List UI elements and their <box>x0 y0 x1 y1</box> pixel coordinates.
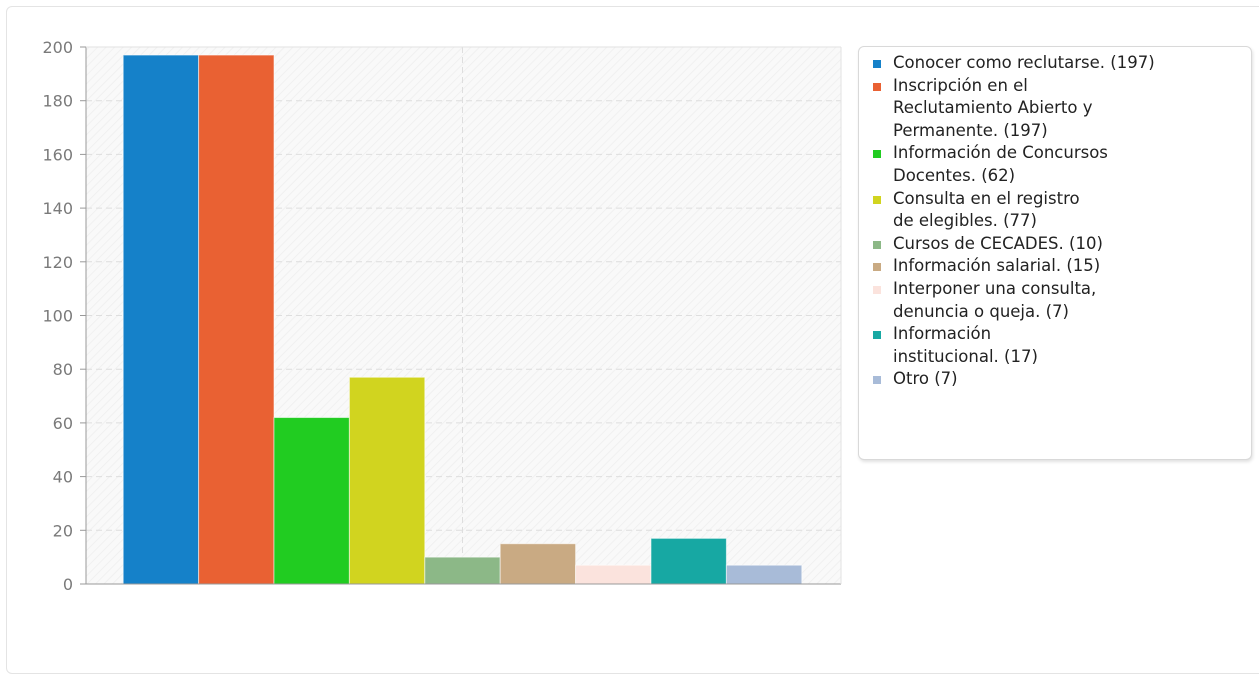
y-tick-label: 160 <box>42 145 73 164</box>
legend-swatch <box>873 263 881 272</box>
legend-swatch <box>873 331 881 340</box>
bar-6[interactable] <box>499 543 577 585</box>
legend-label: Información salarial. (15) <box>893 256 1101 276</box>
legend-swatch <box>873 376 881 385</box>
legend-item[interactable]: Otro (7) <box>871 368 1251 391</box>
y-tick-label: 180 <box>42 92 73 111</box>
legend-item[interactable]: Información de Concursos Docentes. (62) <box>871 142 1251 187</box>
y-tick-label: 120 <box>42 253 73 272</box>
legend-label: Consulta en el registro de elegibles. (7… <box>893 188 1080 231</box>
legend-label: Cursos de CECADES. (10) <box>893 233 1103 253</box>
legend: Conocer como reclutarse. (197) Inscripció… <box>858 46 1252 460</box>
legend-item[interactable]: Inscripción en el Reclutamiento Abierto … <box>871 75 1251 143</box>
legend-label: Inscripción en el Reclutamiento Abierto … <box>893 75 1093 140</box>
legend-label: Conocer como reclutarse. (197) <box>893 53 1155 72</box>
y-tick-label: 80 <box>53 360 73 379</box>
y-tick-label: 20 <box>53 521 73 540</box>
legend-swatch <box>873 150 881 159</box>
bar-2[interactable] <box>198 54 275 585</box>
legend-label: Otro (7) <box>893 369 958 389</box>
legend-label: Interponer una consulta, denuncia o quej… <box>893 278 1097 321</box>
bar-5[interactable] <box>424 556 501 585</box>
y-axis-ticks: 0 20 40 60 80 100 120 140 160 180 200 <box>42 38 86 594</box>
y-tick-label: 200 <box>42 38 73 57</box>
bar-3[interactable] <box>273 417 350 585</box>
legend-item[interactable]: Información institucional. (17) <box>871 323 1251 368</box>
y-tick-label: 60 <box>53 414 73 433</box>
legend-item[interactable]: Conocer como reclutarse. (197) <box>871 52 1251 75</box>
bar-9[interactable] <box>725 564 803 585</box>
legend-swatch <box>873 82 881 91</box>
bars <box>122 54 803 585</box>
legend-swatch <box>873 195 881 204</box>
bar-4[interactable] <box>348 376 426 585</box>
legend-swatch <box>873 285 881 294</box>
y-tick-label: 40 <box>53 468 73 487</box>
legend-item[interactable]: Cursos de CECADES. (10) <box>871 233 1251 256</box>
legend-swatch <box>873 240 881 249</box>
y-tick-label: 140 <box>42 199 73 218</box>
legend-item[interactable]: Consulta en el registro de elegibles. (7… <box>871 188 1251 233</box>
bar-1[interactable] <box>122 54 200 585</box>
legend-swatch <box>873 60 881 68</box>
y-tick-label: 100 <box>42 307 73 326</box>
legend-label: Información de Concursos Docentes. (62) <box>893 143 1108 185</box>
legend-item[interactable]: Información salarial. (15) <box>871 255 1251 278</box>
legend-item[interactable]: Interponer una consulta, denuncia o quej… <box>871 278 1251 323</box>
legend-label: Información institucional. (17) <box>893 324 1038 366</box>
y-tick-label: 0 <box>63 575 73 594</box>
bar-8[interactable] <box>650 537 727 585</box>
bar-7[interactable] <box>575 564 652 585</box>
